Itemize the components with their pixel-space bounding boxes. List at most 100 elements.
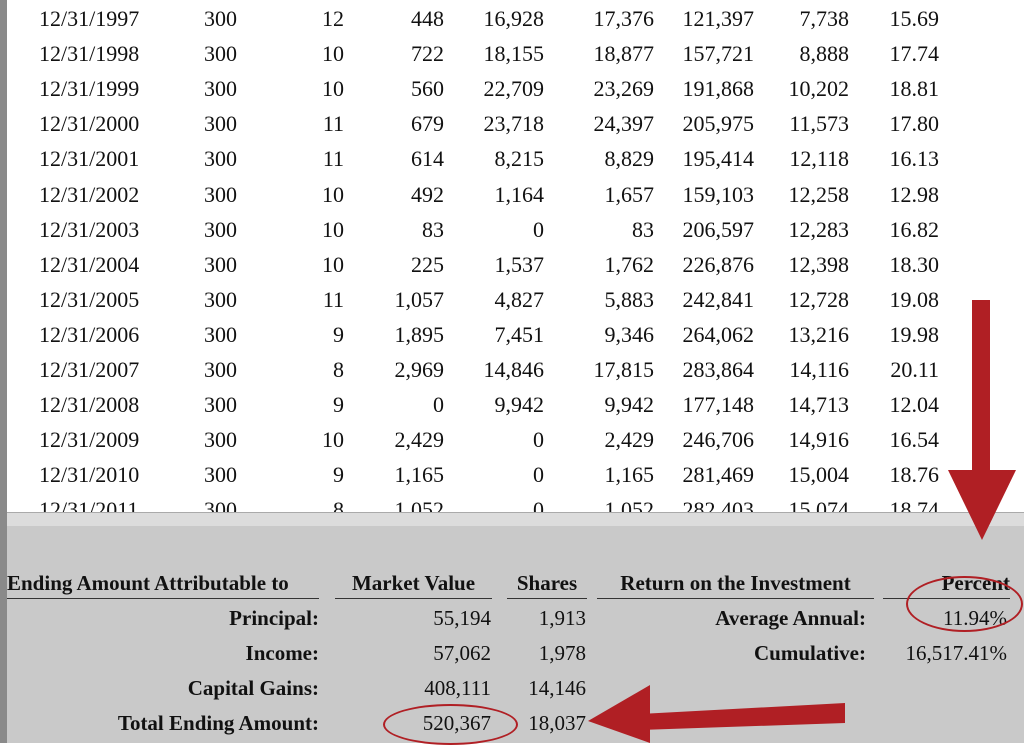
table-cell: 1,895: [394, 321, 445, 347]
principal-label: Principal:: [229, 606, 319, 630]
income-market-value: 57,062: [433, 641, 491, 665]
section-divider: [7, 512, 1024, 527]
table-cell: 17.74: [889, 41, 940, 67]
table-cell: 492: [411, 181, 444, 207]
table-cell: 300: [204, 181, 237, 207]
table-cell: 282,403: [682, 497, 755, 512]
table-row: 12/31/2009 300 10 2,429 0 2,429 246,706 14,916 1…: [7, 422, 1024, 457]
table-cell: 12,118: [789, 146, 849, 172]
table-cell: 2,429: [604, 427, 655, 453]
table-cell: 0: [533, 462, 544, 488]
table-cell: 15,004: [788, 462, 850, 488]
table-cell: 12/31/2001: [39, 146, 140, 172]
table-cell: 8,829: [604, 146, 655, 172]
table-cell: 12,258: [788, 181, 850, 207]
table-cell: 15,074: [788, 497, 850, 512]
table-cell: 9,942: [604, 392, 655, 418]
table-cell: 177,148: [682, 392, 755, 418]
table-cell: 12/31/2003: [39, 216, 140, 242]
table-cell: 300: [204, 427, 237, 453]
table-cell: 5,883: [604, 286, 655, 312]
table-cell: 9: [333, 392, 344, 418]
table-cell: 8: [333, 357, 344, 382]
table-cell: 83: [422, 216, 444, 242]
table-cell: 12/31/2004: [39, 251, 140, 277]
average-annual-label: Average Annual:: [715, 606, 866, 630]
table-cell: 560: [411, 76, 444, 102]
header-attributable: Ending Amount Attributable to: [7, 568, 319, 599]
income-label: Income:: [245, 641, 319, 665]
header-return: Return on the Investment: [597, 568, 874, 599]
summary-panel: Ending Amount Attributable to Market Val…: [7, 526, 1024, 743]
table-cell: 8,215: [494, 146, 545, 172]
table-cell: 12/31/2008: [39, 392, 140, 418]
income-shares: 1,978: [538, 641, 586, 665]
table-cell: 0: [533, 427, 544, 453]
table-cell: 16.82: [889, 216, 940, 242]
table-cell: 16.54: [889, 427, 940, 453]
table-cell: 121,397: [682, 6, 755, 31]
capital-gains-label: Capital Gains:: [187, 676, 319, 700]
table-cell: 12,728: [788, 286, 850, 312]
table-cell: 1,537: [494, 251, 545, 277]
table-cell: 614: [411, 146, 444, 172]
table-cell: 7,738: [799, 6, 850, 31]
table-cell: 159,103: [682, 181, 755, 207]
table-cell: 679: [411, 111, 444, 137]
table-cell: 20.11: [890, 357, 939, 382]
table-cell: 300: [204, 111, 237, 137]
table-cell: 16,928: [483, 6, 545, 31]
table-cell: 281,469: [682, 462, 755, 488]
table-cell: 10: [322, 251, 344, 277]
principal-row: Principal: 55,194 1,913 Average Annual: …: [7, 601, 1024, 635]
table-cell: 12,398: [788, 251, 850, 277]
total-shares: 18,037: [528, 711, 586, 735]
table-cell: 2,969: [394, 357, 445, 382]
header-shares: Shares: [507, 568, 587, 599]
principal-shares: 1,913: [538, 606, 586, 630]
table-cell: 10: [322, 76, 344, 102]
income-row: Income: 57,062 1,978 Cumulative: 16,517.…: [7, 636, 1024, 670]
table-cell: 12/31/2002: [39, 181, 140, 207]
table-cell: 24,397: [593, 111, 655, 137]
table-cell: 18,877: [593, 41, 655, 67]
table-cell: 15.69: [889, 6, 940, 31]
table-cell: 300: [204, 146, 237, 172]
table-cell: 0: [533, 216, 544, 242]
table-row: 12/31/2003 300 10 83 0 83 206,597 12,283 16.82: [7, 212, 1024, 247]
table-cell: 12/31/1998: [39, 41, 140, 67]
table-cell: 14,846: [483, 357, 545, 382]
total-highlight-ellipse: [383, 704, 518, 745]
table-cell: 10: [322, 427, 344, 453]
table-cell: 448: [411, 6, 444, 31]
table-cell: 0: [533, 497, 544, 512]
table-cell: 1,164: [494, 181, 545, 207]
table-row: 12/31/1998 300 10 722 18,155 18,877 157,721 8,8…: [7, 36, 1024, 71]
table-cell: 12.98: [889, 181, 940, 207]
table-row: 12/31/2005 300 11 1,057 4,827 5,883 242,841 12,…: [7, 282, 1024, 317]
table-cell: 23,718: [483, 111, 545, 137]
capital-gains-row: Capital Gains: 408,111 14,146: [7, 671, 1024, 705]
table-cell: 12/31/2000: [39, 111, 140, 137]
table-cell: 1,657: [604, 181, 655, 207]
table-cell: 300: [204, 321, 237, 347]
table-cell: 11: [322, 286, 344, 312]
table-cell: 157,721: [682, 41, 755, 67]
table-cell: 1,762: [604, 251, 655, 277]
table-cell: 300: [204, 497, 237, 512]
capital-gains-market-value: 408,111: [424, 676, 491, 700]
table-cell: 1,052: [394, 497, 445, 512]
table-row: 12/31/2011 300 8 1,052 0 1,052 282,403 15,074 18…: [7, 492, 1024, 512]
table-cell: 17.80: [889, 111, 940, 137]
table-cell: 300: [204, 392, 237, 418]
table-cell: 19.98: [889, 321, 940, 347]
results-table[interactable]: 12/31/1997 300 12 448 16,928 17,376 121,397 7,7…: [7, 0, 1024, 512]
table-row: 12/31/2000 300 11 679 23,718 24,397 205,975 11,…: [7, 106, 1024, 141]
table-cell: 226,876: [682, 251, 755, 277]
total-label: Total Ending Amount:: [117, 711, 319, 735]
table-cell: 14,713: [788, 392, 850, 418]
table-cell: 14,916: [788, 427, 850, 453]
table-cell: 11: [322, 146, 344, 172]
table-cell: 242,841: [682, 286, 755, 312]
capital-gains-shares: 14,146: [528, 676, 586, 700]
